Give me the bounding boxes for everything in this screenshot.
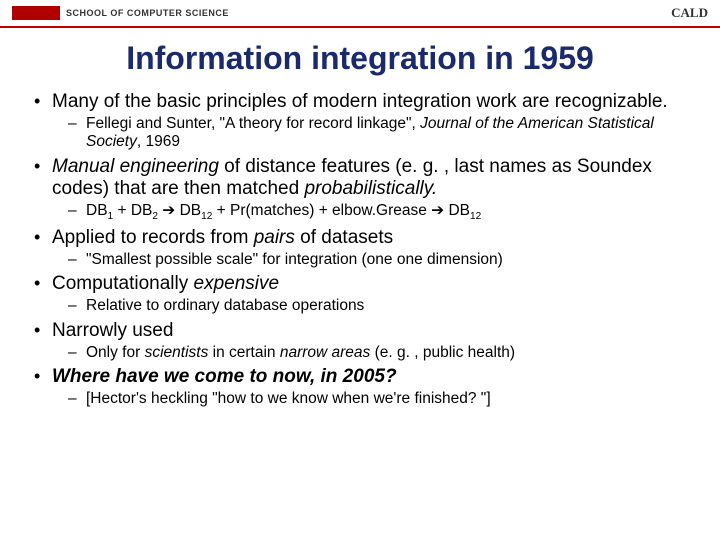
sub-bullet-list: DB1 + DB2 ➔ DB12 + Pr(matches) + elbow.G… — [52, 202, 692, 223]
sub-bullet-item: [Hector's heckling "how to we know when … — [52, 390, 692, 409]
slide-body: Many of the basic principles of modern i… — [0, 91, 720, 409]
cald-logo: CALD — [671, 5, 708, 21]
sub-bullet-item: Relative to ordinary database operations — [52, 297, 692, 316]
sub-bullet-list: Relative to ordinary database operations — [52, 297, 692, 316]
sub-bullet-item: Only for scientists in certain narrow ar… — [52, 344, 692, 363]
bullet-item: Manual engineering of distance features … — [34, 156, 692, 223]
sub-bullet-item: DB1 + DB2 ➔ DB12 + Pr(matches) + elbow.G… — [52, 202, 692, 223]
bullet-item: Many of the basic principles of modern i… — [34, 91, 692, 152]
sub-bullet-list: Only for scientists in certain narrow ar… — [52, 344, 692, 363]
sub-bullet-list: [Hector's heckling "how to we know when … — [52, 390, 692, 409]
bullet-item: Where have we come to now, in 2005?[Hect… — [34, 366, 692, 408]
cmu-wordmark-block — [12, 6, 60, 20]
bullet-item: Computationally expensiveRelative to ord… — [34, 273, 692, 315]
bullet-item: Narrowly usedOnly for scientists in cert… — [34, 320, 692, 362]
sub-bullet-item: Fellegi and Sunter, "A theory for record… — [52, 115, 692, 152]
logo-left: SCHOOL OF COMPUTER SCIENCE — [12, 6, 229, 20]
slide-title: Information integration in 1959 — [0, 40, 720, 77]
sub-bullet-item: "Smallest possible scale" for integratio… — [52, 251, 692, 270]
sub-bullet-list: Fellegi and Sunter, "A theory for record… — [52, 115, 692, 152]
sub-bullet-list: "Smallest possible scale" for integratio… — [52, 251, 692, 270]
scs-label: SCHOOL OF COMPUTER SCIENCE — [66, 8, 229, 18]
bullet-list: Many of the basic principles of modern i… — [34, 91, 692, 409]
bullet-item: Applied to records from pairs of dataset… — [34, 227, 692, 269]
slide-header: SCHOOL OF COMPUTER SCIENCE CALD — [0, 0, 720, 28]
